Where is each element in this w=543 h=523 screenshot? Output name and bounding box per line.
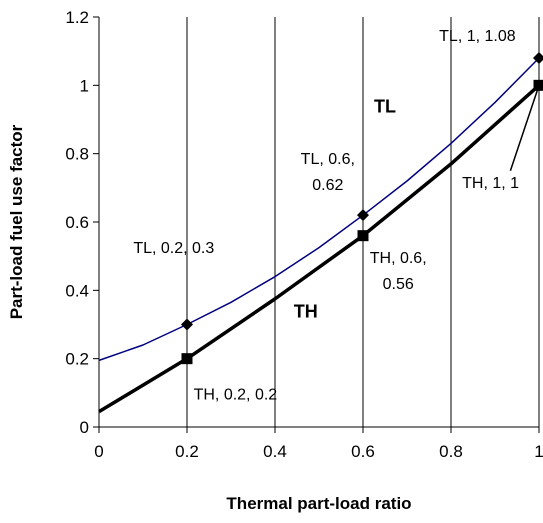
- region-label-tl: TL: [374, 97, 396, 117]
- y-tick-label: 0.4: [65, 281, 89, 300]
- data-label: TL, 0.2, 0.3: [133, 240, 214, 257]
- x-tick-label: 0.4: [263, 442, 287, 461]
- data-label: TH, 0.2, 0.2: [194, 387, 278, 404]
- region-label-th: TH: [294, 302, 318, 322]
- marker-tl-point: [181, 318, 193, 331]
- data-label: TL, 0.6,: [301, 151, 355, 168]
- ticks-layer: 0 0.2 0.4 0.6 0.8 1 0 0.2 0.4 0.6 0.8 1 1.2: [65, 8, 543, 461]
- marker-th-point: [181, 353, 193, 365]
- y-tick-label: 0: [80, 418, 89, 437]
- marker-tl-point: [357, 209, 369, 222]
- y-tick-label: 0.6: [65, 213, 89, 232]
- leader-line: [509, 85, 540, 171]
- y-axis-title: Part-load fuel use factor: [7, 124, 26, 319]
- data-label: TL, 1, 1.08: [439, 28, 516, 45]
- markers-layer: [181, 52, 543, 365]
- axes-layer: [98, 17, 539, 428]
- x-tick-label: 0.6: [351, 442, 375, 461]
- x-tick-label: 0.2: [175, 442, 199, 461]
- annotation-layer: TL TH TL, 1, 1.08 TL, 0.6, 0.62 TL, 0.2, 0.3 T…: [133, 28, 540, 404]
- series-line-tl: [98, 57, 540, 362]
- y-tick-label: 1.2: [65, 8, 89, 27]
- y-tick-label: 1: [80, 76, 89, 95]
- marker-tl-point: [533, 52, 543, 64]
- grid-layer: [186, 17, 540, 427]
- y-tick-label: 0.8: [65, 145, 89, 164]
- marker-th-point: [357, 230, 369, 242]
- data-label: 0.62: [312, 177, 343, 194]
- x-tick-label: 1: [534, 442, 543, 461]
- series-line-th: [98, 84, 541, 414]
- x-tick-label: 0.8: [439, 442, 463, 461]
- data-label: TH, 0.6,: [370, 250, 427, 267]
- data-label: TH, 1, 1: [462, 175, 519, 192]
- series-layer: [98, 57, 541, 414]
- y-tick-label: 0.2: [65, 350, 89, 369]
- x-tick-label: 0: [94, 442, 103, 461]
- data-label: 0.56: [383, 276, 414, 293]
- x-axis-title: Thermal part-load ratio: [226, 494, 411, 513]
